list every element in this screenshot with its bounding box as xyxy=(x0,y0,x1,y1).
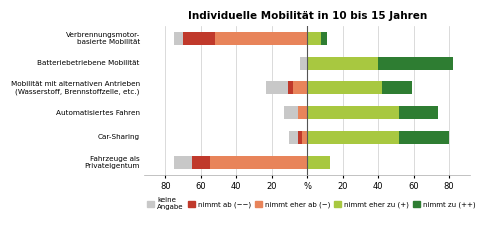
Bar xyxy=(307,57,378,70)
Bar xyxy=(399,131,449,144)
Bar xyxy=(300,57,307,70)
Bar xyxy=(174,32,183,45)
Bar xyxy=(307,131,399,144)
Bar xyxy=(307,81,382,94)
Bar xyxy=(302,131,307,144)
Bar xyxy=(399,106,438,119)
Bar xyxy=(215,32,307,45)
Bar xyxy=(284,106,299,119)
Bar xyxy=(183,32,215,45)
Bar xyxy=(289,131,299,144)
Bar xyxy=(293,81,307,94)
Bar xyxy=(307,156,330,169)
Bar xyxy=(210,156,307,169)
Bar xyxy=(288,81,293,94)
Bar xyxy=(382,81,412,94)
Legend: keine
Angabe, nimmt ab (−−), nimmt eher ab (−), nimmt eher zu (+), nimmt zu (++): keine Angabe, nimmt ab (−−), nimmt eher … xyxy=(147,198,475,211)
Bar xyxy=(192,156,210,169)
Title: Individuelle Mobilität in 10 bis 15 Jahren: Individuelle Mobilität in 10 bis 15 Jahr… xyxy=(188,11,427,21)
Bar xyxy=(174,156,192,169)
Bar xyxy=(307,32,322,45)
Bar xyxy=(266,81,288,94)
Bar xyxy=(307,106,399,119)
Bar xyxy=(322,32,327,45)
Bar xyxy=(299,131,302,144)
Bar xyxy=(299,106,307,119)
Bar xyxy=(378,57,453,70)
